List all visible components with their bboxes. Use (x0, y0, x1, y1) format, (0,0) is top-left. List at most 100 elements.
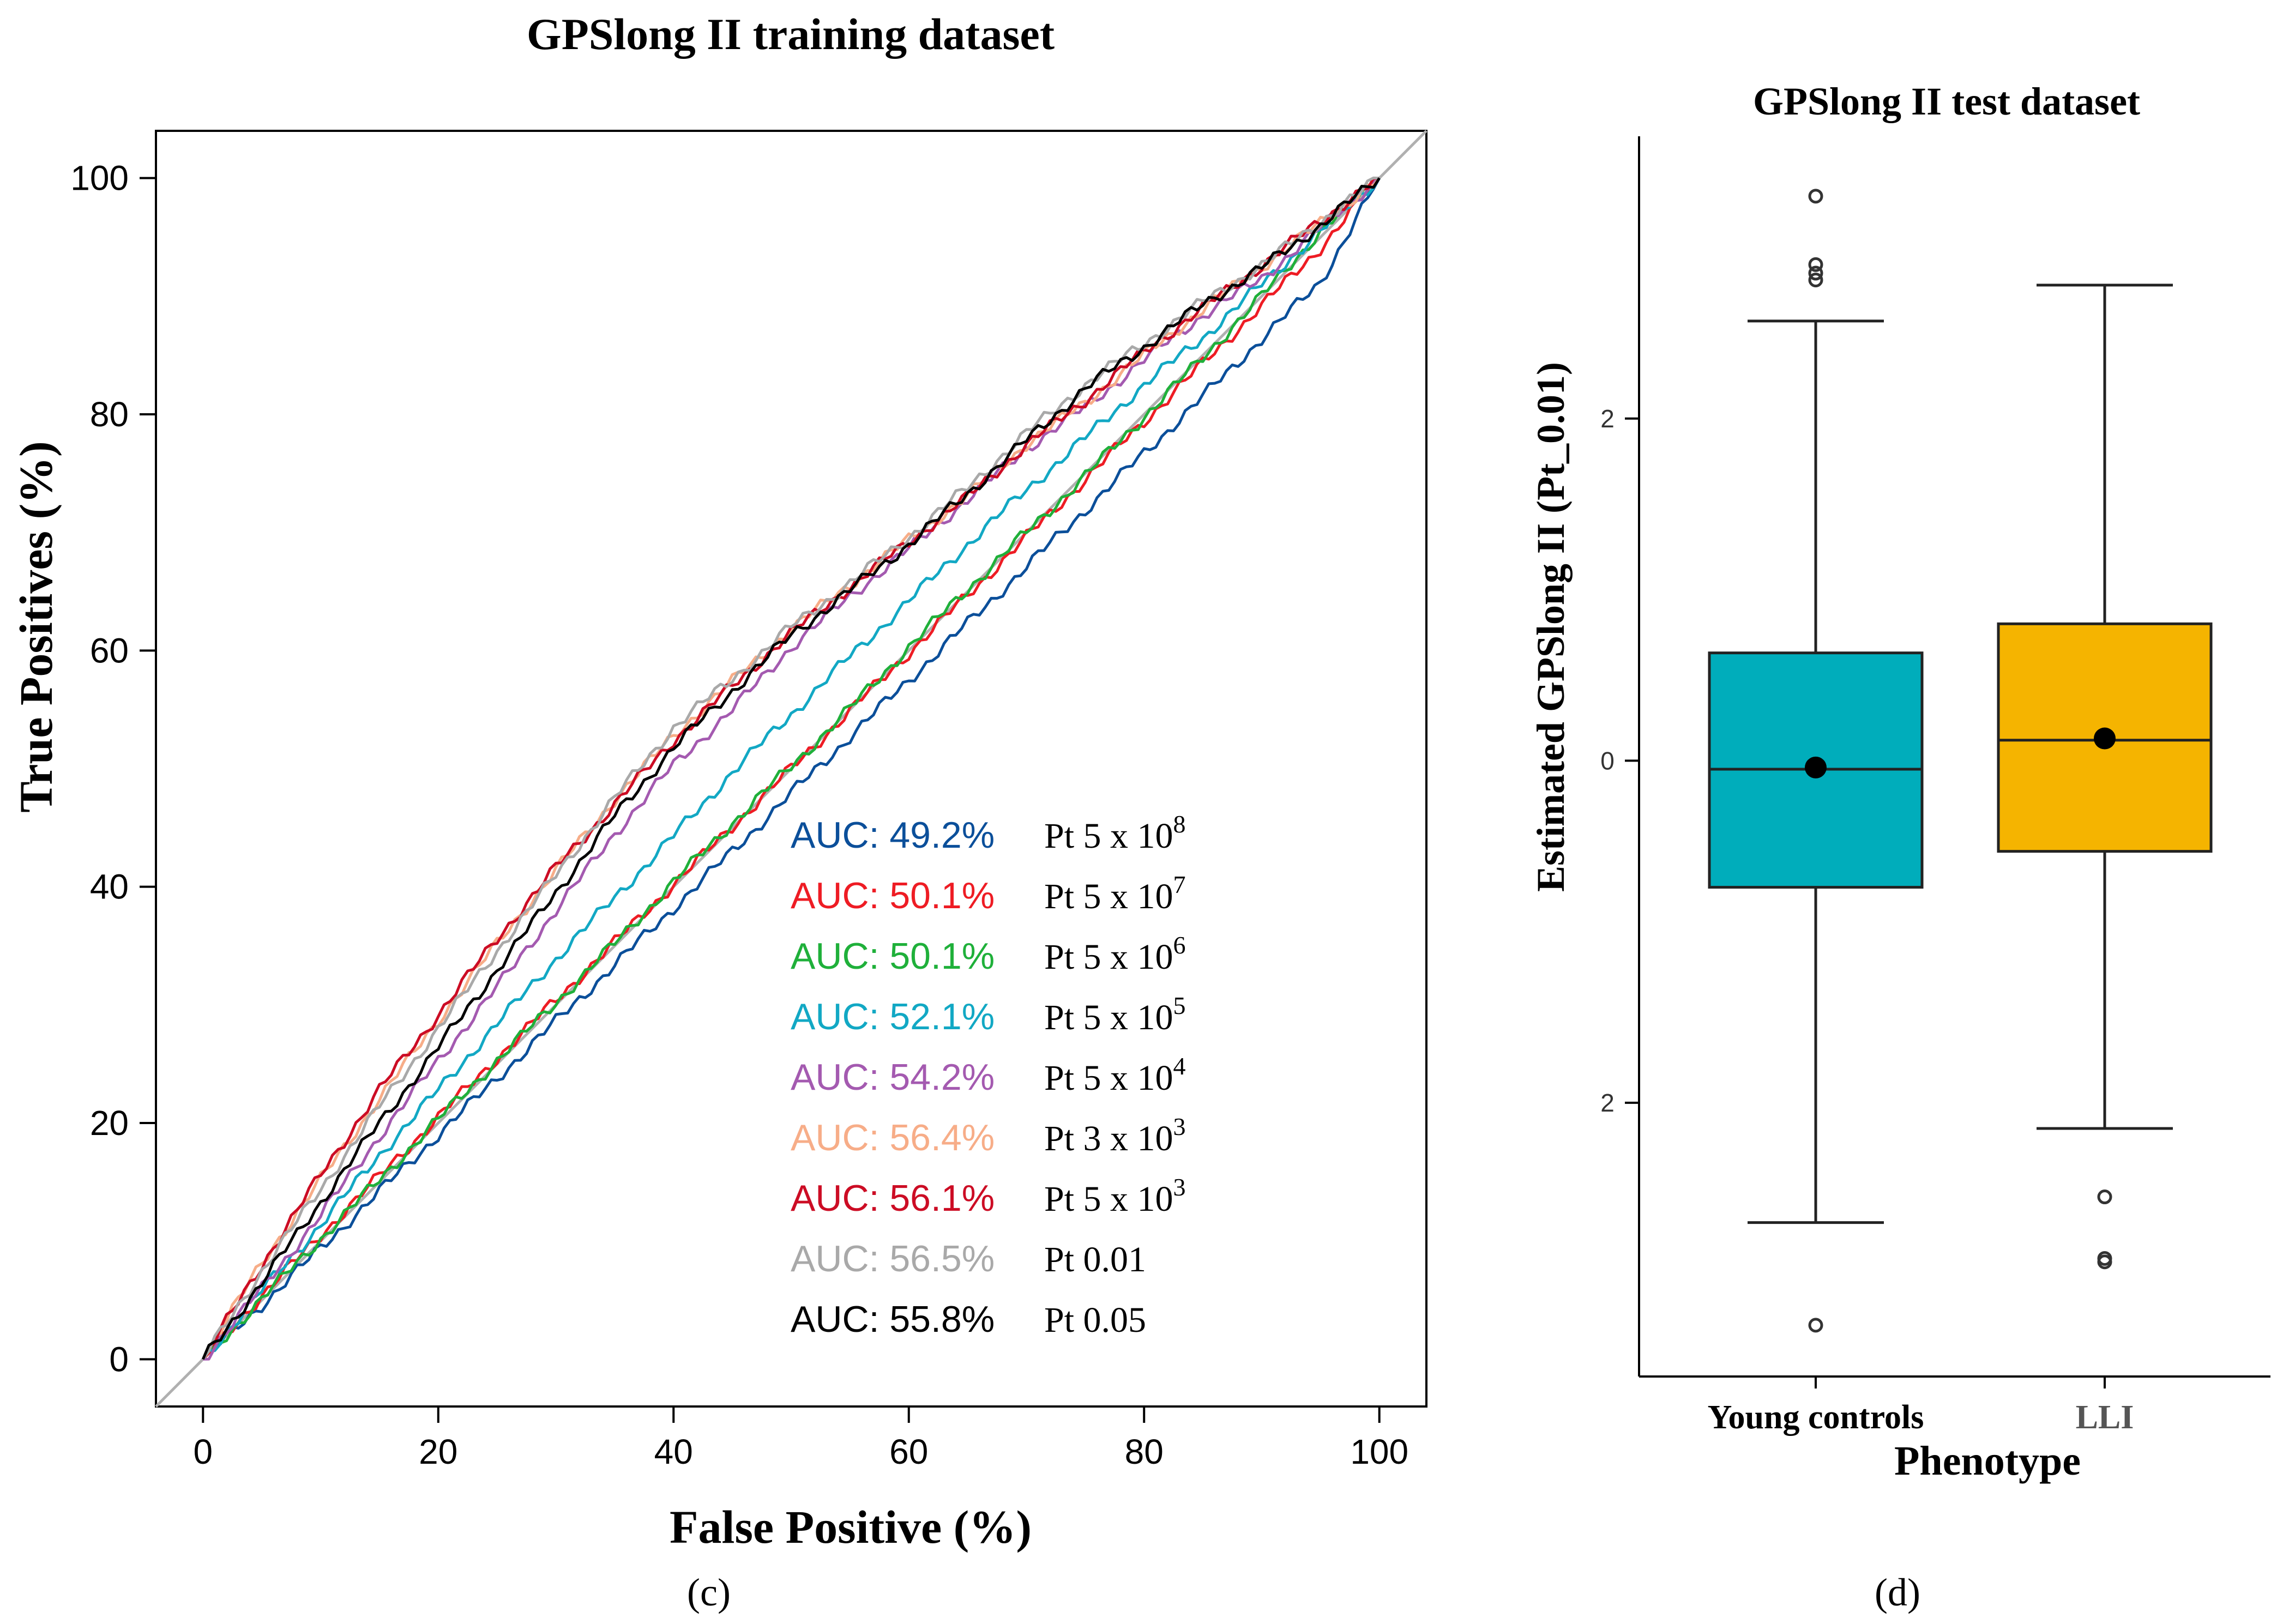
roc-series-line (202, 177, 1380, 1361)
box-category-label: Young controls (1708, 1399, 1924, 1436)
roc-series-line (202, 177, 1381, 1360)
box-group: LLI (1997, 283, 2213, 1436)
legend-threshold-exponent: 3 (1173, 1113, 1186, 1140)
legend-threshold-exponent: 5 (1173, 992, 1186, 1019)
roc-series-line (202, 177, 1381, 1360)
legend-entry: AUC: 49.2% Pt 5 x 108 (791, 810, 1186, 856)
roc-y-tick-label: 80 (90, 395, 129, 434)
outlier-point (1808, 189, 1823, 204)
box-plot-title: GPSlong II test dataset (1753, 80, 2140, 123)
roc-x-axis: 0 20 40 60 80 100 (193, 1405, 1408, 1471)
legend-threshold-text: Pt 5 x 10 (1044, 877, 1173, 916)
box-category-label: LLI (2076, 1399, 2134, 1436)
legend-entry: AUC: 56.5% Pt 0.01 (791, 1238, 1146, 1279)
legend-threshold-exponent: 4 (1173, 1052, 1186, 1080)
legend-auc-value: 56.4% (889, 1117, 995, 1158)
roc-y-axis: 0 20 40 60 80 100 (70, 159, 157, 1379)
box-y-tick-label: 2 (1600, 1089, 1615, 1117)
legend-threshold-text: Pt 0.01 (1044, 1240, 1146, 1279)
legend-entry: AUC: 50.1% Pt 5 x 107 (791, 871, 1186, 916)
legend-threshold-text: Pt 0.05 (1044, 1300, 1146, 1340)
legend-auc-label: AUC: 56.1% (791, 1178, 995, 1219)
outlier-point (1808, 273, 1823, 288)
legend-threshold-exponent: 6 (1173, 931, 1186, 959)
roc-y-tick-label: 100 (70, 159, 129, 198)
legend-auc-prefix: AUC: (791, 875, 889, 916)
box-y-axis-label: Estimated GPSlong II (Pt_0.01) (1529, 362, 1573, 892)
legend-threshold-label: Pt 5 x 104 (1044, 1052, 1186, 1098)
legend-threshold-text: Pt 3 x 10 (1044, 1119, 1173, 1158)
legend-auc-label: AUC: 50.1% (791, 935, 995, 977)
roc-y-tick-label: 0 (109, 1339, 129, 1379)
mean-dot (2094, 727, 2116, 750)
legend-auc-value: 56.1% (889, 1178, 995, 1219)
roc-series-line (202, 177, 1381, 1360)
legend-threshold-label: Pt 5 x 108 (1044, 810, 1186, 856)
roc-series-line (203, 177, 1380, 1361)
legend-threshold-label: Pt 0.01 (1044, 1240, 1146, 1279)
legend-auc-value: 55.8% (889, 1299, 995, 1340)
legend-threshold-label: Pt 5 x 106 (1044, 931, 1186, 977)
panel-label-d: (d) (1875, 1571, 1920, 1614)
legend-threshold-exponent: 8 (1173, 810, 1186, 838)
legend-auc-label: AUC: 50.1% (791, 875, 995, 916)
legend-threshold-label: Pt 5 x 105 (1044, 992, 1186, 1037)
panel-label-c: (c) (687, 1571, 731, 1614)
legend-auc-label: AUC: 54.2% (791, 1056, 995, 1098)
legend-threshold-label: Pt 3 x 103 (1044, 1113, 1186, 1158)
roc-x-tick-label: 20 (419, 1432, 457, 1471)
legend-auc-prefix: AUC: (791, 935, 889, 977)
box-y-tick-label: 2 (1600, 405, 1615, 433)
box-y-axis: 2 0 2 (1600, 405, 1639, 1117)
legend-auc-prefix: AUC: (791, 814, 889, 856)
outlier-point (1808, 265, 1823, 281)
legend-auc-value: 56.5% (889, 1238, 995, 1279)
legend-threshold-label: Pt 5 x 103 (1044, 1173, 1186, 1219)
outlier-point (2097, 1190, 2112, 1205)
legend-threshold-text: Pt 5 x 10 (1044, 1179, 1173, 1219)
legend-auc-value: 54.2% (889, 1056, 995, 1098)
roc-x-tick-label: 60 (889, 1432, 928, 1471)
roc-y-axis-label: True Positives (%) (10, 441, 62, 813)
box-x-axis-label: Phenotype (1894, 1438, 2081, 1484)
legend-threshold-exponent: 7 (1173, 871, 1186, 898)
legend-entry: AUC: 55.8% Pt 0.05 (791, 1299, 1146, 1340)
box-plot-panel: GPSlong II test dataset 2 0 2 Young contro… (1529, 80, 2270, 1614)
legend-auc-value: 50.1% (889, 875, 995, 916)
roc-chart-title: GPSlong II training dataset (527, 9, 1055, 59)
legend-auc-value: 52.1% (889, 996, 995, 1037)
legend-entry: AUC: 56.4% Pt 3 x 103 (791, 1113, 1186, 1158)
box-y-tick-label: 0 (1600, 746, 1615, 775)
legend-entry: AUC: 50.1% Pt 5 x 106 (791, 931, 1186, 977)
roc-series-group (201, 176, 1381, 1361)
legend-auc-prefix: AUC: (791, 996, 889, 1037)
legend-auc-prefix: AUC: (791, 1117, 889, 1158)
legend-auc-prefix: AUC: (791, 1299, 889, 1340)
roc-y-tick-label: 60 (90, 631, 129, 670)
legend-auc-label: AUC: 56.5% (791, 1238, 995, 1279)
roc-chart-panel: GPSlong II training dataset 0 20 40 60 80 100… (10, 9, 1427, 1614)
legend-threshold-text: Pt 5 x 10 (1044, 937, 1173, 977)
legend-threshold-exponent: 3 (1173, 1173, 1186, 1201)
legend-entry: AUC: 52.1% Pt 5 x 105 (791, 992, 1186, 1037)
legend-entry: AUC: 54.2% Pt 5 x 104 (791, 1052, 1186, 1098)
outlier-point (1808, 257, 1823, 272)
legend-auc-label: AUC: 52.1% (791, 996, 995, 1037)
roc-x-tick-label: 40 (654, 1432, 693, 1471)
roc-y-tick-label: 40 (90, 867, 129, 907)
legend-auc-prefix: AUC: (791, 1238, 889, 1279)
outlier-point (2097, 1254, 2112, 1270)
roc-x-tick-label: 100 (1350, 1432, 1408, 1471)
legend-auc-prefix: AUC: (791, 1178, 889, 1219)
mean-dot (1805, 756, 1827, 778)
legend-threshold-label: Pt 0.05 (1044, 1300, 1146, 1340)
roc-x-axis-label: False Positive (%) (670, 1501, 1032, 1553)
legend-entry: AUC: 56.1% Pt 5 x 103 (791, 1173, 1186, 1219)
legend-auc-label: AUC: 49.2% (791, 814, 995, 856)
legend-threshold-label: Pt 5 x 107 (1044, 871, 1186, 916)
legend-auc-prefix: AUC: (791, 1056, 889, 1098)
roc-x-tick-label: 0 (193, 1432, 213, 1471)
box-group: Young controls (1708, 189, 1924, 1436)
